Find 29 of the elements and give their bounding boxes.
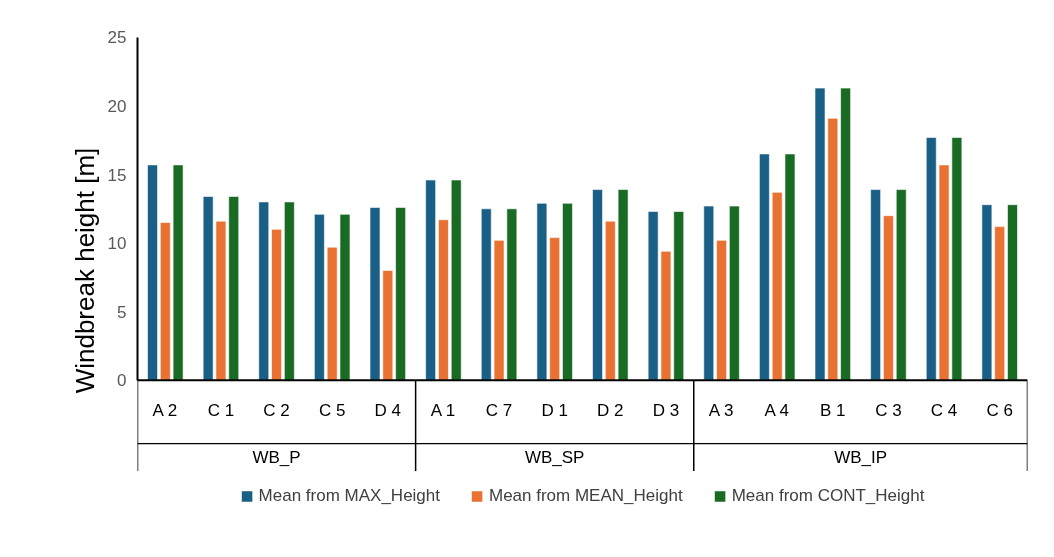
x-tick-label: A 3 [708,400,734,420]
y-axis-title: Windbreak height [m] [69,147,100,394]
x-tick-label: C 2 [263,400,290,420]
y-tick-label: 5 [117,302,127,322]
x-tick-label: C 4 [930,400,958,420]
text: WB_IP [834,447,888,467]
text: WB_P [252,447,301,467]
x-tick-label: C 1 [207,400,235,420]
x-tick-label: A 2 [152,400,178,420]
y-tick-label: 0 [117,371,127,391]
x-tick-label: D 3 [652,400,680,420]
x-tick-label: D 1 [541,400,568,420]
x-tick-label: D 2 [597,400,624,420]
y-tick-label: 25 [107,28,127,48]
y-tick-label: 20 [107,96,127,116]
x-tick-label: A 1 [430,400,456,420]
legend-label: Mean from MEAN_Height [488,486,683,506]
legend-label: Mean from MAX_Height [258,486,440,506]
x-tick-label: B 1 [820,400,846,420]
x-tick-label: D 4 [374,400,402,420]
x-tick-label: C 6 [986,400,1013,420]
text: WB_SP [524,447,585,467]
y-tick-label: 10 [107,234,127,254]
x-tick-label: C 3 [875,400,902,420]
x-tick-label: C 5 [318,400,346,420]
y-tick-label: 15 [107,165,127,185]
x-tick-label: C 7 [485,400,513,420]
legend-label: Mean from CONT_Height [731,486,925,506]
x-tick-label: A 4 [764,400,790,420]
